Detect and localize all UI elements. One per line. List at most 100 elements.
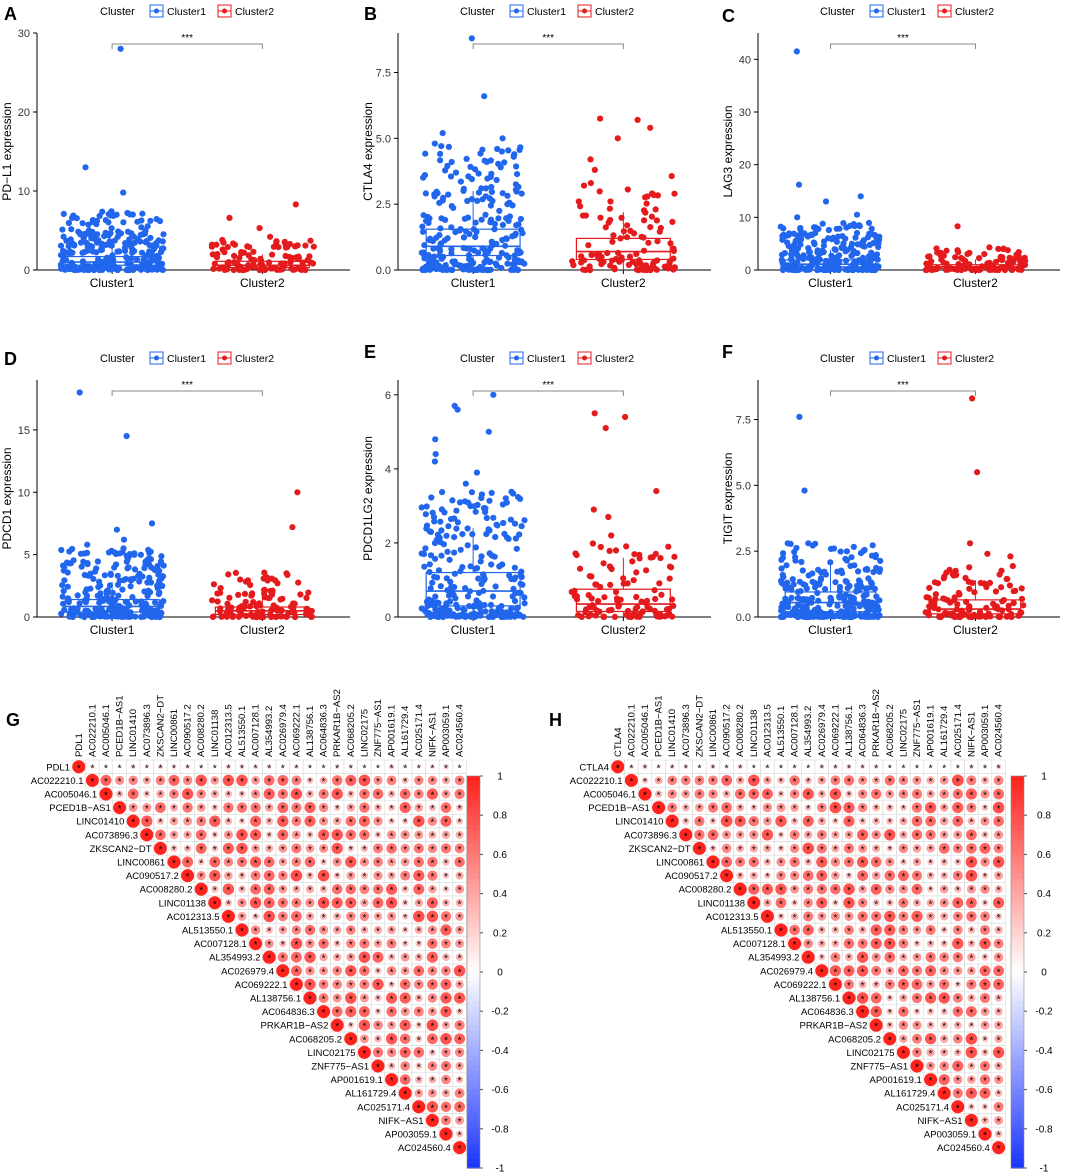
data-point bbox=[931, 604, 938, 612]
data-point bbox=[85, 266, 92, 274]
data-point bbox=[654, 238, 661, 245]
significance-marker: * bbox=[983, 791, 987, 802]
data-point bbox=[831, 613, 838, 620]
significance-marker: * bbox=[376, 763, 380, 774]
correlation-circle bbox=[210, 775, 220, 785]
jitter-points-cluster1 bbox=[777, 413, 884, 621]
significance-marker: * bbox=[942, 777, 946, 788]
significance-marker: * bbox=[186, 791, 190, 802]
column-label: AC073896.3 bbox=[142, 704, 153, 757]
significance-marker: * bbox=[738, 791, 742, 802]
data-point bbox=[843, 557, 851, 564]
data-point bbox=[469, 531, 476, 538]
significance-marker: * bbox=[629, 777, 633, 788]
data-point bbox=[77, 239, 85, 246]
data-point bbox=[844, 585, 851, 592]
significance-marker: * bbox=[322, 940, 326, 951]
significance-marker: * bbox=[267, 818, 271, 829]
data-point bbox=[487, 202, 494, 209]
data-point bbox=[828, 596, 835, 603]
row-label: AC008280.2 bbox=[140, 885, 193, 896]
data-point bbox=[642, 209, 649, 216]
significance-marker: * bbox=[430, 1117, 434, 1128]
data-point bbox=[853, 229, 861, 237]
data-point bbox=[931, 266, 938, 273]
significance-marker: * bbox=[335, 763, 339, 774]
data-point bbox=[468, 196, 475, 203]
significance-marker: * bbox=[983, 886, 987, 897]
data-point bbox=[657, 613, 664, 620]
significance-marker: * bbox=[657, 777, 661, 788]
data-point bbox=[492, 583, 499, 590]
significance-marker: * bbox=[362, 872, 366, 883]
significance-marker: * bbox=[294, 954, 298, 965]
significance-marker: * bbox=[765, 763, 769, 774]
significance-marker: * bbox=[403, 1076, 407, 1087]
colorbar-segment bbox=[467, 1060, 480, 1066]
data-point bbox=[475, 189, 482, 196]
significance-marker: * bbox=[458, 1076, 462, 1087]
significance-marker: * bbox=[417, 1103, 421, 1114]
significance-marker: * bbox=[969, 831, 973, 842]
significance-marker: * bbox=[643, 791, 647, 802]
data-point bbox=[997, 253, 1004, 260]
significance-marker: * bbox=[376, 804, 380, 815]
significance-marker: * bbox=[847, 804, 851, 815]
row-label: LINC00861 bbox=[117, 858, 165, 869]
significance-marker: * bbox=[335, 791, 339, 802]
data-point bbox=[1006, 582, 1014, 589]
correlation-circle bbox=[140, 828, 154, 842]
significance-marker: * bbox=[738, 872, 742, 883]
significance-marker: * bbox=[213, 886, 217, 897]
data-point bbox=[84, 247, 91, 254]
data-point bbox=[862, 613, 870, 621]
data-point bbox=[569, 258, 576, 265]
data-point bbox=[147, 556, 155, 563]
data-point bbox=[516, 531, 523, 538]
data-point bbox=[955, 589, 962, 597]
correlation-circle bbox=[277, 815, 289, 827]
row-label: LINC01138 bbox=[159, 898, 206, 909]
data-point bbox=[439, 489, 446, 496]
y-tick-label: 5 bbox=[24, 550, 30, 562]
data-point bbox=[457, 568, 464, 575]
significance-marker: * bbox=[281, 859, 285, 870]
data-point bbox=[139, 573, 146, 580]
significance-marker: * bbox=[118, 777, 122, 788]
colorbar-segment bbox=[467, 834, 480, 841]
data-point bbox=[305, 589, 312, 596]
correlation-circle bbox=[249, 829, 262, 841]
data-point bbox=[449, 497, 456, 504]
colorbar-segment bbox=[467, 1123, 480, 1130]
data-point bbox=[273, 266, 280, 273]
significance-marker: * bbox=[254, 777, 258, 788]
data-point bbox=[512, 231, 519, 238]
significance-marker: * bbox=[847, 872, 851, 883]
colorbar-segment bbox=[467, 825, 480, 831]
colorbar-tick-label: 0.6 bbox=[493, 850, 507, 861]
data-point bbox=[601, 594, 608, 601]
data-point bbox=[210, 581, 217, 588]
data-point bbox=[226, 594, 233, 601]
significance-marker: * bbox=[888, 899, 892, 910]
correlation-circle bbox=[224, 817, 233, 826]
significance-marker: * bbox=[929, 886, 933, 897]
data-point bbox=[475, 170, 482, 177]
significance-marker: * bbox=[752, 818, 756, 829]
data-point bbox=[115, 592, 122, 599]
significance-marker: * bbox=[362, 777, 366, 788]
significance-marker: * bbox=[670, 777, 674, 788]
correlation-circle bbox=[388, 763, 395, 770]
panel-label: A bbox=[4, 4, 17, 24]
legend-key-dot bbox=[942, 355, 947, 361]
data-point bbox=[586, 603, 593, 611]
significance-marker: * bbox=[738, 845, 742, 856]
correlation-circle bbox=[253, 764, 259, 770]
data-point bbox=[805, 540, 812, 547]
data-point bbox=[645, 239, 652, 246]
significance-marker: * bbox=[335, 1008, 339, 1019]
significance-marker: * bbox=[779, 818, 783, 829]
data-point bbox=[1010, 599, 1017, 607]
data-point bbox=[428, 494, 435, 501]
